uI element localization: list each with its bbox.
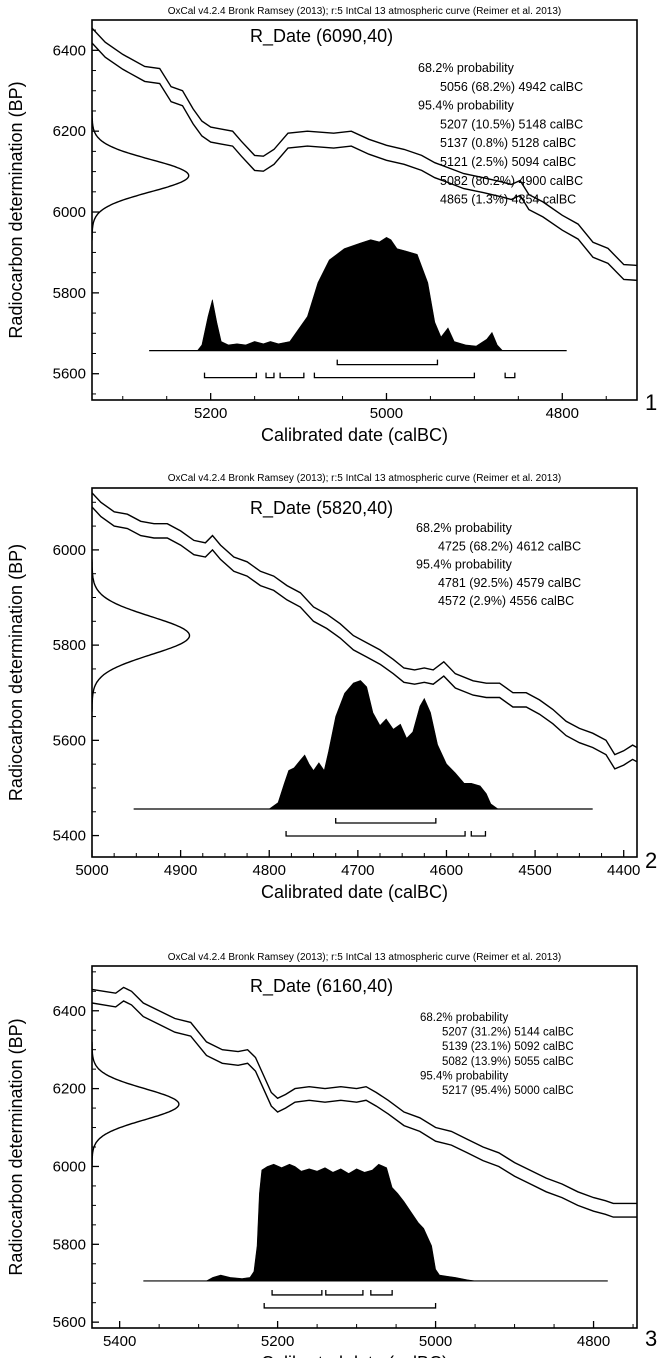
calibration-curve-lower <box>92 42 637 281</box>
x-tick-label: 5200 <box>261 1333 294 1350</box>
y-axis-label: Radiocarbon determination (BP) <box>6 81 26 338</box>
y-tick-label: 5600 <box>53 1314 86 1331</box>
chart-title: R_Date (5820,40) <box>250 498 393 519</box>
probability-range-text: 5139 (23.1%) 5092 calBC <box>442 1041 574 1053</box>
probability-range-text: 5121 (2.5%) 5094 calBC <box>440 155 576 169</box>
chart-title: R_Date (6160,40) <box>250 976 393 997</box>
x-tick-label: 4800 <box>577 1333 610 1350</box>
y-tick-label: 5800 <box>53 637 86 654</box>
probability-range-text: 4781 (92.5%) 4579 calBC <box>438 576 581 590</box>
plot-area <box>92 27 637 379</box>
calibration-panel-3: OxCal v4.2.4 Bronk Ramsey (2013); r:5 In… <box>6 952 657 1363</box>
x-tick-label: 4800 <box>253 862 286 879</box>
range-bar-68-2pct <box>370 1289 393 1296</box>
y-tick-label: 6000 <box>53 204 86 221</box>
range-bar-95-4pct <box>285 831 466 837</box>
x-tick-label: 5400 <box>103 1333 136 1350</box>
calibration-curve-lower <box>92 506 637 770</box>
range-bar-68-2pct <box>271 1289 323 1296</box>
x-axis-label: Calibrated date (calBC) <box>261 1353 448 1358</box>
probability-range-text: 4865 (1.3%) 4854 calBC <box>440 193 576 207</box>
y-axis-label: Radiocarbon determination (BP) <box>6 544 26 801</box>
panel-header: OxCal v4.2.4 Bronk Ramsey (2013); r:5 In… <box>168 6 562 17</box>
probability-range-text: 4725 (68.2%) 4612 calBC <box>438 539 581 553</box>
calibration-panel-1: OxCal v4.2.4 Bronk Ramsey (2013); r:5 In… <box>6 6 657 445</box>
calibration-panel-2: OxCal v4.2.4 Bronk Ramsey (2013); r:5 In… <box>6 473 657 902</box>
range-bar-95-4pct <box>504 372 516 379</box>
calibration-curve-upper <box>92 986 637 1205</box>
probability-range-text: 95.4% probability <box>418 99 515 113</box>
chart-title: R_Date (6090,40) <box>250 26 393 47</box>
y-tick-label: 5600 <box>53 366 86 383</box>
calibrated-probability-distribution <box>268 680 499 810</box>
panel-number: 1 <box>645 390 657 415</box>
plot-frame <box>91 487 638 858</box>
range-bar-95-4pct <box>279 372 305 379</box>
range-bar-95-4pct <box>313 372 476 379</box>
y-axis-label: Radiocarbon determination (BP) <box>6 1018 26 1275</box>
x-tick-label: 4800 <box>546 405 579 422</box>
probability-range-text: 95.4% probability <box>416 558 513 572</box>
probability-range-text: 68.2% probability <box>420 1012 508 1024</box>
calibration-curve-lower <box>92 1000 637 1218</box>
y-tick-label: 6000 <box>53 542 86 559</box>
panel-number: 2 <box>645 848 657 873</box>
x-tick-label: 5200 <box>194 405 227 422</box>
probability-range-text: 5056 (68.2%) 4942 calBC <box>440 80 583 94</box>
panel-header: OxCal v4.2.4 Bronk Ramsey (2013); r:5 In… <box>168 952 562 963</box>
range-bar-95-4pct <box>265 372 275 379</box>
range-bar-95-4pct <box>203 372 258 379</box>
panel-number: 3 <box>645 1326 657 1351</box>
x-axis-label: Calibrated date (calBC) <box>261 882 448 902</box>
probability-range-text: 5082 (13.9%) 5055 calBC <box>442 1056 574 1068</box>
range-bar-68-2pct <box>336 359 439 366</box>
panel-header: OxCal v4.2.4 Bronk Ramsey (2013); r:5 In… <box>168 473 562 484</box>
x-tick-label: 4700 <box>341 862 374 879</box>
x-tick-label: 5000 <box>370 405 403 422</box>
probability-range-text: 5217 (95.4%) 5000 calBC <box>442 1085 574 1097</box>
probability-range-text: 4572 (2.9%) 4556 calBC <box>438 594 574 608</box>
plot-area <box>92 986 637 1309</box>
x-tick-label: 4500 <box>518 862 551 879</box>
radiocarbon-date-distribution <box>92 1041 180 1167</box>
calibrated-probability-distribution <box>196 237 504 351</box>
probability-range-text: 68.2% probability <box>416 521 513 535</box>
probability-range-text: 68.2% probability <box>418 61 515 75</box>
x-tick-label: 5000 <box>419 1333 452 1350</box>
calibrated-probability-distribution <box>205 1163 476 1282</box>
calibration-curve-upper <box>92 27 637 267</box>
radiocarbon-date-distribution <box>92 111 190 241</box>
range-bar-95-4pct <box>470 831 487 837</box>
range-bar-68-2pct <box>335 818 437 824</box>
y-tick-label: 5600 <box>53 732 86 749</box>
probability-range-text: 5207 (31.2%) 5144 calBC <box>442 1027 574 1039</box>
calibration-curve-upper <box>92 492 637 756</box>
radiocarbon-date-distribution <box>92 559 191 712</box>
y-tick-label: 6400 <box>53 1003 86 1020</box>
probability-range-text: 5082 (80.2%) 4900 calBC <box>440 174 583 188</box>
y-tick-label: 5800 <box>53 1236 86 1253</box>
y-tick-label: 6400 <box>53 42 86 59</box>
probability-range-text: 5137 (0.8%) 5128 calBC <box>440 136 576 150</box>
probability-range-text: 5207 (10.5%) 5148 calBC <box>440 117 583 131</box>
x-tick-label: 4400 <box>607 862 640 879</box>
y-tick-label: 6200 <box>53 1081 86 1098</box>
range-bar-95-4pct <box>263 1302 437 1309</box>
y-tick-label: 5800 <box>53 285 86 302</box>
range-bar-68-2pct <box>325 1289 364 1296</box>
x-tick-label: 5000 <box>75 862 108 879</box>
x-axis-label: Calibrated date (calBC) <box>261 425 448 445</box>
probability-range-text: 95.4% probability <box>420 1070 508 1082</box>
y-tick-label: 5400 <box>53 828 86 845</box>
plot-area <box>92 492 637 837</box>
y-tick-label: 6200 <box>53 123 86 140</box>
y-tick-label: 6000 <box>53 1158 86 1175</box>
x-tick-label: 4600 <box>430 862 463 879</box>
plot-frame <box>91 19 638 401</box>
x-tick-label: 4900 <box>164 862 197 879</box>
